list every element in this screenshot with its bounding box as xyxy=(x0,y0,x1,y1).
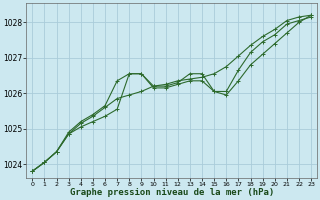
X-axis label: Graphe pression niveau de la mer (hPa): Graphe pression niveau de la mer (hPa) xyxy=(69,188,274,197)
